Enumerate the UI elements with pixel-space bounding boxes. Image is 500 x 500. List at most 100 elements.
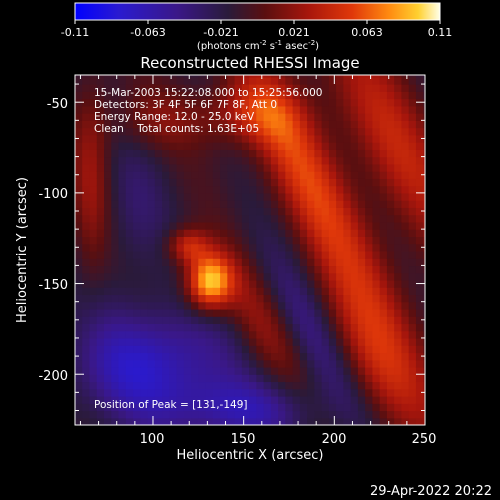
- heatmap-cell: [423, 359, 425, 368]
- heatmap-cell: [212, 236, 221, 245]
- heatmap-cell: [307, 134, 315, 143]
- heatmap-cell: [205, 207, 214, 216]
- heatmap-cell: [270, 105, 279, 114]
- heatmap-cell: [299, 236, 308, 245]
- heatmap-cell: [162, 323, 170, 332]
- heatmap-cell: [75, 258, 83, 267]
- heatmap-cell: [263, 120, 272, 129]
- heatmap-cell: [133, 236, 141, 245]
- heatmap-cell: [111, 330, 120, 339]
- heatmap-cell: [270, 388, 279, 397]
- heatmap-cell: [285, 287, 294, 296]
- heatmap-cell: [125, 163, 134, 172]
- heatmap-cell: [350, 395, 359, 404]
- heatmap-cell: [125, 250, 134, 259]
- heatmap-cell: [212, 388, 221, 397]
- heatmap-cell: [111, 388, 120, 397]
- heatmap-cell: [401, 345, 410, 354]
- heatmap-cell: [125, 366, 134, 375]
- heatmap-cell: [415, 178, 424, 187]
- heatmap-cell: [147, 214, 156, 223]
- heatmap-cell: [162, 294, 170, 303]
- heatmap-cell: [111, 163, 120, 172]
- heatmap-cell: [89, 75, 98, 78]
- heatmap-cell: [408, 127, 417, 136]
- heatmap-cell: [386, 105, 395, 114]
- heatmap-cell: [125, 171, 134, 179]
- heatmap-cell: [278, 258, 286, 267]
- heatmap-cell: [256, 287, 265, 296]
- heatmap-cell: [343, 113, 352, 121]
- heatmap-cell: [314, 178, 323, 187]
- heatmap-cell: [394, 417, 403, 425]
- heatmap-cell: [423, 149, 425, 158]
- heatmap-cell: [147, 98, 156, 107]
- heatmap-cell: [96, 337, 105, 346]
- heatmap-cell: [415, 84, 424, 92]
- heatmap-cell: [234, 207, 243, 216]
- heatmap-cell: [350, 272, 359, 281]
- heatmap-cell: [386, 287, 395, 296]
- heatmap-cell: [321, 105, 330, 114]
- heatmap-cell: [241, 98, 250, 107]
- heatmap-cell: [299, 75, 308, 78]
- heatmap-cell: [162, 287, 170, 296]
- heatmap-cell: [394, 142, 403, 150]
- heatmap-cell: [365, 84, 374, 92]
- heatmap-cell: [183, 236, 192, 245]
- heatmap-cell: [408, 352, 417, 361]
- heatmap-cell: [249, 236, 257, 245]
- heatmap-cell: [328, 149, 337, 158]
- heatmap-cell: [386, 156, 395, 165]
- heatmap-cell: [147, 105, 156, 114]
- heatmap-cell: [227, 279, 236, 288]
- heatmap-cell: [278, 142, 286, 150]
- heatmap-cell: [125, 214, 134, 223]
- heatmap-cell: [350, 75, 359, 78]
- heatmap-cell: [154, 236, 163, 245]
- heatmap-cell: [227, 388, 236, 397]
- heatmap-cell: [321, 337, 330, 346]
- heatmap-cell: [75, 294, 83, 303]
- heatmap-cell: [183, 84, 192, 92]
- heatmap-cell: [82, 221, 91, 230]
- heatmap-cell: [401, 149, 410, 158]
- heatmap-cell: [82, 149, 91, 158]
- heatmap-cell: [212, 265, 221, 274]
- heatmap-cell: [162, 410, 170, 419]
- heatmap-cell: [183, 243, 192, 252]
- heatmap-cell: [285, 149, 294, 158]
- heatmap-cell: [133, 374, 141, 383]
- heatmap-cell: [75, 308, 83, 317]
- heatmap-cell: [336, 221, 344, 230]
- heatmap-cell: [133, 250, 141, 259]
- heatmap-cell: [212, 113, 221, 121]
- heatmap-cell: [343, 258, 352, 267]
- heatmap-cell: [249, 113, 257, 121]
- heatmap-cell: [270, 316, 279, 325]
- heatmap-cell: [241, 316, 250, 325]
- heatmap-cell: [249, 142, 257, 150]
- heatmap-cell: [96, 192, 105, 201]
- heatmap-cell: [89, 403, 98, 412]
- heatmap-cell: [133, 330, 141, 339]
- heatmap-cell: [111, 345, 120, 354]
- heatmap-cell: [162, 403, 170, 412]
- heatmap-cell: [365, 316, 374, 325]
- heatmap-cell: [227, 113, 236, 121]
- heatmap-cell: [205, 279, 214, 288]
- heatmap-cell: [75, 410, 83, 419]
- heatmap-cell: [408, 294, 417, 303]
- heatmap-cell: [285, 236, 294, 245]
- heatmap-cell: [147, 75, 156, 78]
- heatmap-cell: [336, 134, 344, 143]
- heatmap-cell: [133, 221, 141, 230]
- heatmap-cell: [147, 403, 156, 412]
- heatmap-cell: [82, 156, 91, 165]
- heatmap-cell: [314, 395, 323, 404]
- heatmap-cell: [307, 105, 315, 114]
- heatmap-cell: [256, 345, 265, 354]
- heatmap-cell: [415, 142, 424, 150]
- heatmap-cell: [415, 75, 424, 78]
- heatmap-cell: [227, 91, 236, 100]
